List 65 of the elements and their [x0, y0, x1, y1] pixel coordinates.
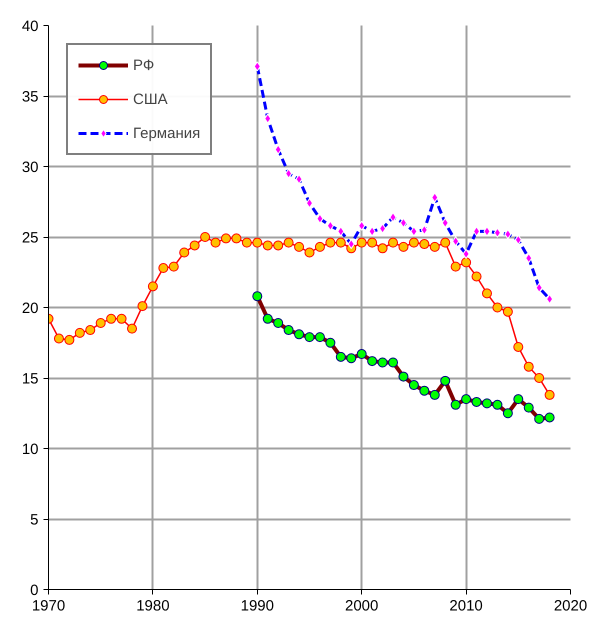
- point: [262, 240, 273, 250]
- point: [137, 301, 148, 312]
- y-tick-label: 0: [30, 582, 38, 599]
- x-tick-label: 2010: [449, 598, 483, 614]
- legend-label: РФ: [133, 56, 154, 74]
- y-tick-label: 35: [22, 88, 39, 106]
- y-tick-label: 5: [30, 512, 38, 528]
- point: [158, 263, 168, 274]
- y-tick-label: 25: [22, 230, 39, 246]
- legend-label: Германия: [133, 124, 200, 142]
- point: [64, 334, 74, 345]
- point: [461, 257, 472, 268]
- point: [252, 238, 262, 248]
- point: [430, 242, 440, 252]
- point: [408, 238, 419, 248]
- point: [127, 324, 138, 334]
- point: [450, 262, 461, 272]
- point: [304, 248, 314, 258]
- point: [54, 334, 64, 344]
- legend-label: США: [133, 90, 168, 108]
- point: [179, 248, 190, 258]
- x-tick-label: 2020: [554, 598, 588, 614]
- x-tick-label: 1980: [136, 598, 170, 614]
- point: [220, 233, 231, 244]
- point: [148, 281, 158, 292]
- point: [231, 233, 242, 244]
- point: [367, 238, 378, 248]
- point: [314, 242, 325, 252]
- point: [472, 271, 482, 282]
- point: [116, 314, 127, 324]
- point: [513, 342, 524, 352]
- point: [294, 242, 304, 252]
- point: [398, 242, 408, 252]
- y-tick-label: 10: [22, 441, 39, 458]
- point: [492, 302, 502, 312]
- point: [190, 240, 200, 250]
- y-tick-label: 15: [22, 370, 39, 388]
- point: [85, 325, 96, 336]
- point: [356, 238, 367, 248]
- y-tick-label: 40: [22, 18, 39, 35]
- y-tick-label: 20: [22, 300, 39, 317]
- point: [284, 238, 294, 248]
- x-tick-label: 2000: [345, 598, 378, 614]
- point: [96, 318, 106, 328]
- point: [388, 238, 398, 248]
- x-tick-label: 1970: [32, 598, 66, 614]
- point: [419, 239, 430, 250]
- point: [440, 238, 450, 248]
- x-tick-label: 1990: [240, 598, 274, 614]
- y-tick-label: 30: [22, 159, 39, 176]
- point: [502, 306, 513, 317]
- point: [378, 243, 388, 254]
- point: [325, 238, 336, 248]
- point: [534, 373, 544, 383]
- point: [200, 232, 210, 242]
- point: [273, 240, 284, 250]
- point: [482, 288, 492, 298]
- point: [544, 390, 555, 400]
- point: [106, 314, 116, 324]
- point: [242, 238, 252, 248]
- point: [74, 328, 85, 338]
- point: [210, 238, 221, 248]
- point: [336, 238, 346, 248]
- point: [524, 362, 534, 372]
- point: [168, 262, 179, 272]
